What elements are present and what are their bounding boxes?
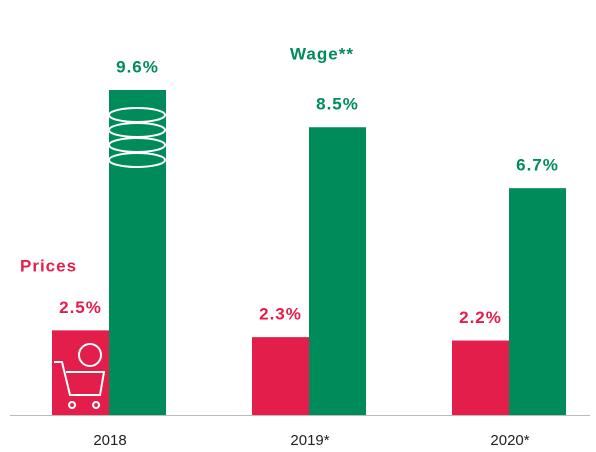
bar	[109, 90, 166, 415]
value-label: 9.6%	[116, 57, 159, 76]
cart-icon	[54, 361, 106, 409]
value-label: 2.5%	[59, 298, 102, 317]
legend-label: Wage**	[290, 44, 354, 63]
bar	[509, 188, 566, 415]
icons	[54, 107, 166, 409]
legend-label: Prices	[20, 256, 77, 275]
coin-icon	[108, 152, 166, 168]
bars	[52, 90, 566, 415]
value-label: 2.2%	[459, 308, 502, 327]
x-tick-label: 2020*	[490, 432, 529, 449]
value-label: 6.7%	[516, 156, 559, 175]
bar	[309, 127, 366, 415]
bar	[452, 340, 510, 415]
tag-icon	[78, 343, 102, 367]
value-label: 8.5%	[316, 95, 359, 114]
bar	[252, 337, 310, 415]
x-tick-label: 2018	[93, 432, 126, 449]
x-tick-label: 2019*	[290, 432, 329, 449]
value-label: 2.3%	[259, 305, 302, 324]
